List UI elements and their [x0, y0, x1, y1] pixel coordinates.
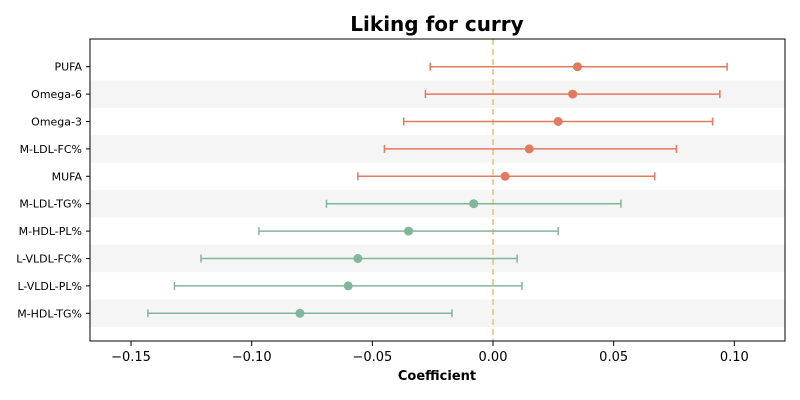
estimate-point [343, 281, 353, 291]
x-tick-label: −0.10 [232, 350, 272, 365]
y-tick-label: M-LDL-FC% [20, 143, 82, 156]
y-tick-label: L-VLDL-PL% [17, 280, 82, 293]
estimate-point [553, 117, 563, 126]
estimate-point [568, 89, 578, 99]
estimate-point [404, 226, 414, 236]
x-tick-label: −0.05 [352, 350, 392, 365]
estimate-point [572, 62, 582, 72]
estimate-point [353, 254, 363, 263]
estimate-point [524, 144, 534, 154]
estimate-point [500, 171, 510, 181]
y-tick-label: M-HDL-TG% [17, 307, 82, 320]
x-axis: −0.15 −0.10 −0.05 0.00 0.05 0.10 [111, 341, 749, 365]
x-tick-label: 0.05 [599, 350, 628, 365]
y-tick-label: Omega-6 [31, 88, 82, 101]
y-tick-label: M-HDL-PL% [19, 225, 82, 238]
x-tick-label: 0.10 [720, 350, 749, 365]
y-tick-label: PUFA [54, 61, 82, 74]
y-tick-label: M-LDL-TG% [19, 198, 82, 211]
x-axis-label: Coefficient [398, 369, 476, 384]
y-tick-label: Omega-3 [31, 116, 82, 129]
y-tick-label: L-VLDL-FC% [16, 253, 82, 266]
plot-frame [89, 38, 786, 342]
x-tick-label: −0.15 [111, 350, 151, 365]
data-series [147, 62, 728, 318]
y-axis: PUFA Omega-6 Omega-3 M-LDL-FC% MUFA M-LDL-TG%… [16, 61, 90, 320]
estimate-point [469, 199, 479, 209]
chart-title: Liking for curry [350, 12, 523, 36]
estimate-point [295, 308, 305, 318]
y-tick-label: MUFA [52, 170, 83, 183]
x-tick-label: 0.00 [479, 350, 508, 365]
